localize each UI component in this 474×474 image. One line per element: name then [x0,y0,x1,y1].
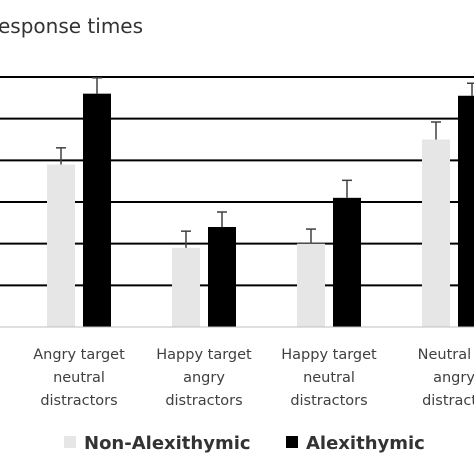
bar-non-alexithymic [422,139,450,327]
error-bar-non-alexithymic [181,230,191,248]
error-bar-alexithymic [342,179,352,198]
chart-title: esponse times [0,14,143,38]
error-bar-alexithymic [92,77,102,94]
category-label: Happy target angry distractors [156,347,252,409]
bar-non-alexithymic [47,164,75,327]
error-bar-alexithymic [467,82,474,96]
bar-alexithymic [333,197,361,327]
gridlines [0,76,474,287]
bar-non-alexithymic [172,247,200,327]
category-label: Angry target neutral distractors [33,347,125,409]
bar-alexithymic [458,95,474,327]
error-bar-non-alexithymic [306,228,316,244]
legend-label-non-alexithymic: Non-Alexithymic [84,433,251,454]
category-label: Neutral taangrydistracto [418,347,474,409]
legend-label-alexithymic: Alexithymic [306,433,425,454]
error-bar-non-alexithymic [431,121,441,140]
legend: Non-Alexithymic Alexithymic [64,433,425,454]
legend-swatch-non-alexithymic [64,436,76,448]
bars [47,93,474,328]
legend-swatch-alexithymic [286,436,298,448]
error-bars [56,77,474,248]
bar-alexithymic [208,227,236,327]
error-bar-alexithymic [217,211,227,227]
error-bar-non-alexithymic [56,147,66,165]
bar-alexithymic [83,93,111,328]
category-labels: Angry target neutral distractors Happy targ… [33,347,474,409]
bar-non-alexithymic [297,243,325,327]
category-label: Happy target neutral distractors [281,347,377,409]
